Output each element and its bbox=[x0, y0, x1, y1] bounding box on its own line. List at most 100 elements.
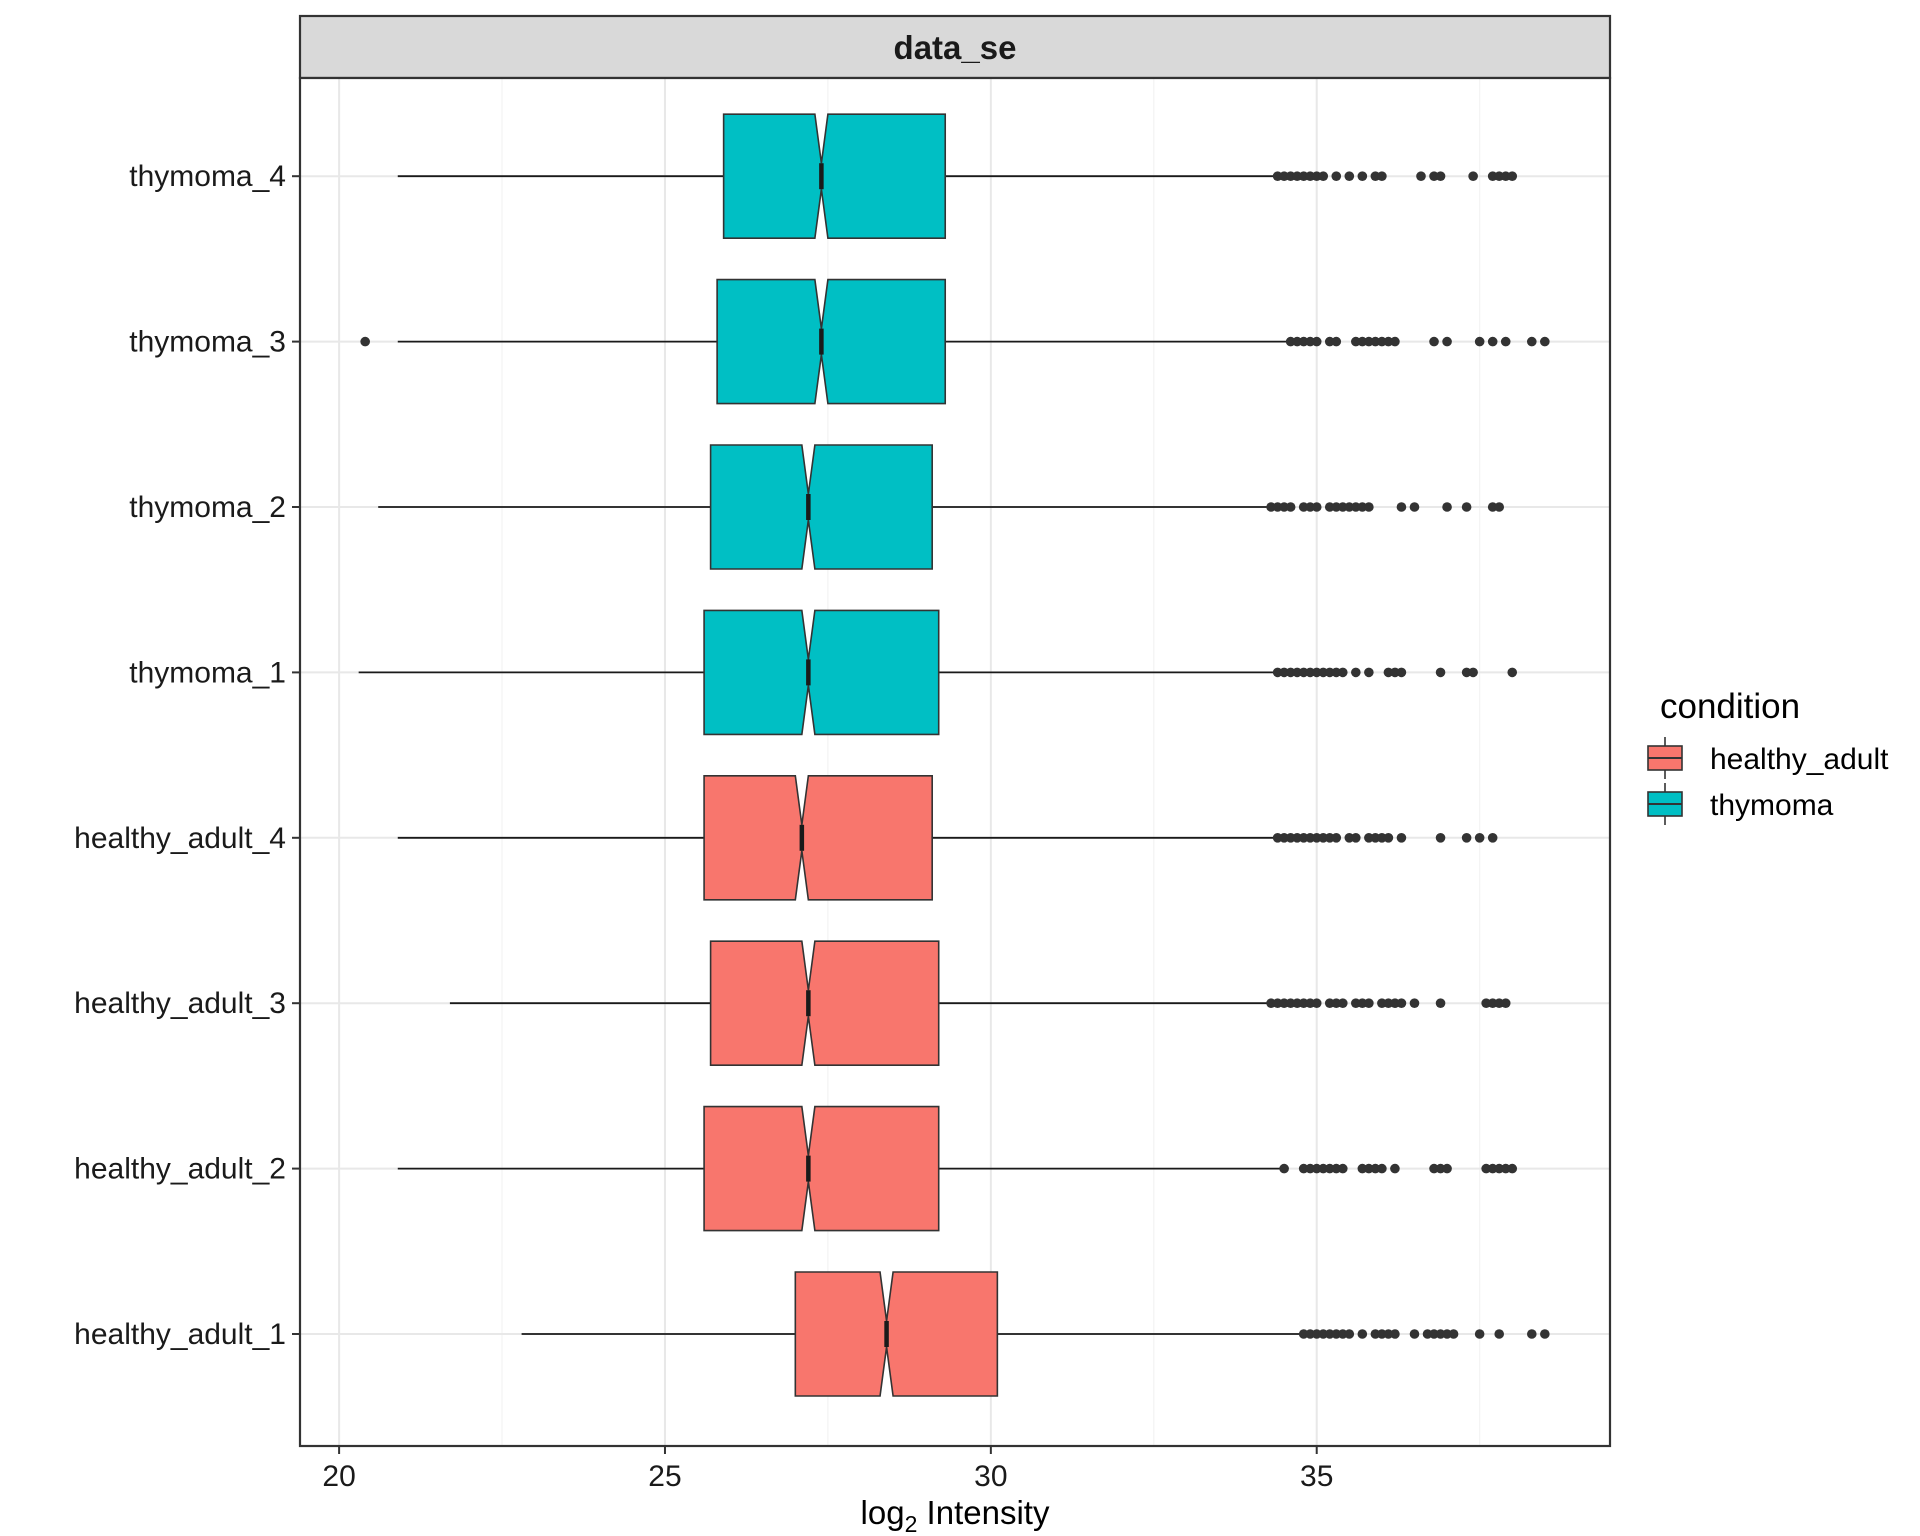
box-body bbox=[709, 940, 940, 1066]
outlier-point bbox=[1279, 1163, 1289, 1174]
outlier-point bbox=[360, 336, 370, 347]
outlier-point bbox=[1526, 336, 1537, 347]
outlier-point bbox=[1383, 833, 1394, 843]
box-body bbox=[794, 1271, 999, 1397]
plot-panel-border bbox=[298, 76, 1612, 1448]
box-healthy_adult_1 bbox=[521, 1271, 1550, 1397]
box-body bbox=[722, 113, 947, 239]
outlier-point bbox=[1285, 502, 1296, 512]
outlier-point bbox=[1416, 171, 1426, 181]
outlier-point bbox=[1357, 1329, 1368, 1339]
outlier-point bbox=[1507, 667, 1518, 678]
outlier-point bbox=[1390, 1329, 1400, 1339]
outlier-point bbox=[1500, 998, 1511, 1008]
outlier-point bbox=[1344, 1329, 1355, 1339]
y-tick-label: healthy_adult_3 bbox=[74, 987, 286, 1020]
outlier-point bbox=[1390, 336, 1400, 347]
outlier-point bbox=[1461, 502, 1472, 512]
box-body bbox=[709, 444, 933, 570]
outlier-point bbox=[1396, 502, 1407, 512]
legend-label-thymoma: thymoma bbox=[1710, 789, 1834, 822]
outlier-point bbox=[1474, 336, 1485, 347]
outlier-point bbox=[1396, 667, 1407, 678]
outlier-point bbox=[1396, 998, 1407, 1008]
x-axis-title: log2 Intensity bbox=[861, 1494, 1050, 1536]
box-thymoma_3 bbox=[360, 278, 1550, 405]
x-tick-label: 25 bbox=[648, 1460, 681, 1493]
outlier-point bbox=[1500, 336, 1511, 347]
outlier-point bbox=[1507, 171, 1518, 181]
outlier-point bbox=[1435, 667, 1446, 678]
outlier-point bbox=[1474, 1329, 1485, 1339]
outlier-point bbox=[1337, 1163, 1348, 1174]
outlier-point bbox=[1390, 1163, 1400, 1174]
outlier-point bbox=[1318, 171, 1329, 181]
y-axis: healthy_adult_1 healthy_adult_2 healthy_ad… bbox=[74, 160, 300, 1351]
outlier-point bbox=[1364, 667, 1374, 678]
plot-panel bbox=[300, 78, 1610, 1446]
outlier-point bbox=[1540, 1329, 1550, 1339]
outlier-point bbox=[1337, 998, 1348, 1008]
outlier-point bbox=[1396, 833, 1407, 843]
box-thymoma_2 bbox=[378, 444, 1505, 570]
x-axis-title-suffix: Intensity bbox=[917, 1494, 1050, 1531]
facet-strip-label: data_se bbox=[894, 29, 1017, 66]
y-tick-label: thymoma_4 bbox=[129, 160, 286, 193]
outlier-point bbox=[1487, 833, 1498, 843]
box-body bbox=[703, 1105, 940, 1232]
box-body bbox=[703, 609, 940, 736]
outlier-point bbox=[1442, 502, 1452, 512]
outlier-point bbox=[1487, 336, 1498, 347]
outlier-point bbox=[1540, 336, 1550, 347]
x-tick-label: 35 bbox=[1300, 1460, 1333, 1493]
outlier-point bbox=[1344, 171, 1355, 181]
y-tick-label: healthy_adult_1 bbox=[74, 1318, 286, 1351]
box-thymoma_1 bbox=[358, 609, 1518, 736]
outlier-point bbox=[1409, 502, 1420, 512]
outlier-point bbox=[1435, 171, 1446, 181]
outlier-point bbox=[1468, 667, 1478, 678]
outlier-point bbox=[1448, 1329, 1459, 1339]
x-tick-label: 20 bbox=[322, 1460, 355, 1493]
outlier-point bbox=[1311, 336, 1322, 347]
box-healthy_adult_3 bbox=[449, 940, 1511, 1066]
outlier-point bbox=[1377, 1163, 1387, 1174]
outlier-point bbox=[1526, 1329, 1537, 1339]
box-series bbox=[358, 113, 1550, 1397]
outlier-point bbox=[1461, 833, 1472, 843]
box-body bbox=[703, 774, 933, 901]
x-tick-label: 30 bbox=[974, 1460, 1007, 1493]
outlier-point bbox=[1442, 1163, 1452, 1174]
outlier-point bbox=[1377, 171, 1387, 181]
outlier-point bbox=[1494, 1329, 1505, 1339]
outlier-point bbox=[1311, 502, 1322, 512]
y-tick-label: healthy_adult_4 bbox=[74, 822, 286, 855]
outlier-point bbox=[1409, 1329, 1420, 1339]
outlier-point bbox=[1331, 833, 1342, 843]
y-tick-label: healthy_adult_2 bbox=[74, 1153, 286, 1186]
outlier-point bbox=[1468, 171, 1478, 181]
outlier-point bbox=[1409, 998, 1420, 1008]
outlier-point bbox=[1364, 502, 1374, 512]
outlier-point bbox=[1337, 667, 1348, 678]
outlier-point bbox=[1507, 1163, 1518, 1174]
x-axis-title-log: log bbox=[861, 1494, 905, 1531]
y-tick-label: thymoma_2 bbox=[129, 491, 286, 524]
outlier-point bbox=[1435, 998, 1446, 1008]
outlier-point bbox=[1442, 336, 1452, 347]
legend-label-healthy_adult: healthy_adult bbox=[1710, 743, 1889, 776]
box-healthy_adult_4 bbox=[397, 774, 1498, 901]
outlier-point bbox=[1364, 998, 1374, 1008]
outlier-point bbox=[1435, 833, 1446, 843]
x-axis-title-subscript: 2 bbox=[905, 1511, 918, 1536]
y-tick-label: thymoma_1 bbox=[129, 656, 286, 689]
outlier-point bbox=[1357, 171, 1368, 181]
facet-strip bbox=[298, 14, 1612, 80]
x-axis: 20 25 30 35 bbox=[322, 1446, 1333, 1493]
outlier-point bbox=[1351, 667, 1361, 678]
box-healthy_adult_2 bbox=[397, 1105, 1518, 1232]
legend-title: condition bbox=[1660, 687, 1800, 726]
outlier-point bbox=[1474, 833, 1485, 843]
